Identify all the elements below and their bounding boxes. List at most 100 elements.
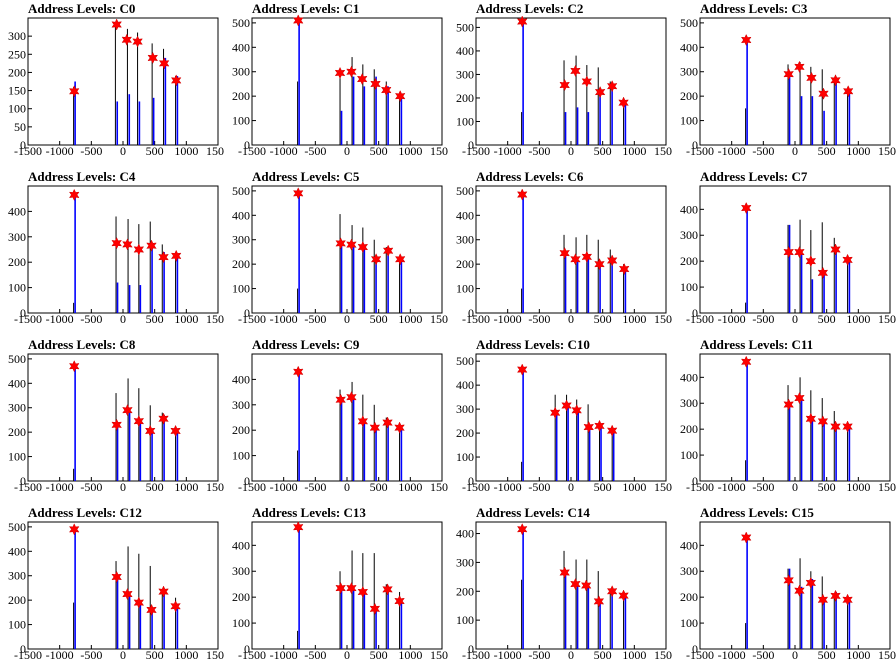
y-tick-label: 400	[8, 544, 26, 558]
y-tick-label: 100	[8, 281, 26, 295]
x-tick-label: -1000	[46, 480, 74, 494]
peak-star	[370, 253, 382, 266]
x-tick-label: 1000	[622, 480, 646, 494]
peak-star	[369, 421, 381, 434]
y-tick-label: 100	[8, 450, 26, 464]
chart-panel: Address Levels: C15 0 100 200 300 400 -1500 -10…	[672, 504, 896, 672]
chart-title: Address Levels: C14	[476, 505, 590, 520]
x-tick-label: 1000	[622, 144, 646, 158]
peak-star	[382, 583, 393, 596]
x-tick-label: 0	[120, 480, 126, 494]
plot-frame	[27, 185, 219, 314]
y-tick-label: 300	[8, 569, 26, 583]
peak-star	[170, 74, 182, 87]
y-tick-label: 400	[456, 44, 474, 58]
x-tick-label: -1500	[14, 312, 42, 326]
peak-star	[783, 574, 794, 587]
peak-star	[133, 243, 145, 256]
peak-star	[559, 566, 570, 579]
peak-star	[842, 593, 853, 606]
peak-star	[68, 85, 80, 98]
peak-star	[382, 416, 393, 429]
y-tick-label: 100	[456, 282, 474, 296]
x-tick-label: 1500	[206, 648, 224, 662]
y-tick-label: 400	[680, 202, 698, 216]
y-tick-label: 300	[8, 401, 26, 415]
x-tick-label: -500	[80, 480, 102, 494]
y-tick-label: 0	[244, 642, 250, 656]
y-tick-label: 0	[468, 138, 474, 152]
x-tick-label: 1000	[846, 480, 870, 494]
peak-star	[830, 589, 841, 602]
x-tick-label: 0	[344, 648, 350, 662]
y-tick-label: 0	[692, 306, 698, 320]
y-tick-label: 400	[680, 40, 698, 54]
peak-star	[606, 585, 618, 598]
peak-star	[170, 600, 181, 613]
peak-star	[357, 585, 369, 599]
peak-star	[158, 585, 169, 598]
y-tick-label: 500	[8, 520, 26, 534]
x-tick-label: -1000	[46, 648, 74, 662]
x-tick-label: -1500	[238, 480, 266, 494]
chart-title: Address Levels: C6	[476, 169, 584, 184]
x-tick-label: 1000	[174, 312, 198, 326]
peak-star	[783, 68, 794, 81]
peak-star	[394, 253, 406, 266]
y-tick-label: 100	[680, 280, 698, 294]
chart-svg: Address Levels: C50100200300400500-1500-…	[232, 169, 448, 326]
x-tick-label: 1500	[878, 144, 896, 158]
x-tick-label: -1500	[14, 144, 42, 158]
x-tick-label: 1000	[398, 312, 422, 326]
peak-star	[346, 238, 357, 251]
peak-star	[561, 399, 572, 412]
plot-frame	[699, 521, 891, 650]
y-tick-label: 0	[244, 306, 250, 320]
peak-star	[133, 415, 145, 428]
peak-star	[111, 418, 122, 431]
x-tick-label: -500	[528, 480, 550, 494]
y-tick-label: 400	[232, 372, 250, 386]
peak-star	[583, 420, 595, 434]
peak-star	[394, 90, 406, 103]
peak-star	[842, 253, 853, 266]
chart-svg: Address Levels: C14 0 100 200 300 400 -1500 -10…	[456, 505, 672, 662]
x-tick-label: 1500	[430, 480, 448, 494]
y-tick-label: 200	[232, 590, 250, 604]
x-tick-label: -500	[304, 312, 326, 326]
y-tick-label: 250	[8, 47, 26, 61]
peak-star	[794, 245, 805, 259]
plot-frame	[27, 521, 219, 650]
peak-star	[817, 266, 829, 279]
peak-star	[783, 398, 794, 411]
y-tick-label: 500	[680, 16, 698, 30]
chart-panel: Address Levels: C7 0 100 200 300 400 -1500 -100…	[672, 168, 896, 336]
x-tick-label: -500	[304, 144, 326, 158]
peak-star	[842, 420, 853, 433]
y-tick-label: 300	[232, 233, 250, 247]
y-tick-label: 150	[8, 84, 26, 98]
peak-star	[394, 421, 405, 434]
y-tick-label: 300	[232, 564, 250, 578]
x-tick-label: -1000	[46, 144, 74, 158]
x-tick-label: 500	[818, 480, 836, 494]
peak-star	[111, 18, 122, 31]
chart-title: Address Levels: C4	[28, 169, 136, 184]
peak-star	[606, 80, 618, 93]
x-tick-label: -1500	[686, 480, 714, 494]
peak-star	[158, 412, 169, 425]
y-tick-label: 300	[8, 29, 26, 43]
y-tick-label: 400	[232, 208, 250, 222]
peak-star	[830, 420, 841, 433]
chart-panel: Address Levels: C1 0 100 200 300 400 500 -1500-…	[224, 0, 448, 168]
x-tick-label: 1000	[846, 312, 870, 326]
plot-frame	[475, 521, 667, 650]
x-tick-label: 0	[120, 144, 126, 158]
peak-star	[122, 404, 133, 417]
peak-star	[292, 187, 304, 200]
peak-star	[346, 391, 357, 404]
chart-svg: Address Levels: C0 0 50 100 150 200 250 300 -150…	[8, 1, 224, 158]
peak-star	[806, 71, 817, 84]
x-tick-label: -1500	[686, 648, 714, 662]
